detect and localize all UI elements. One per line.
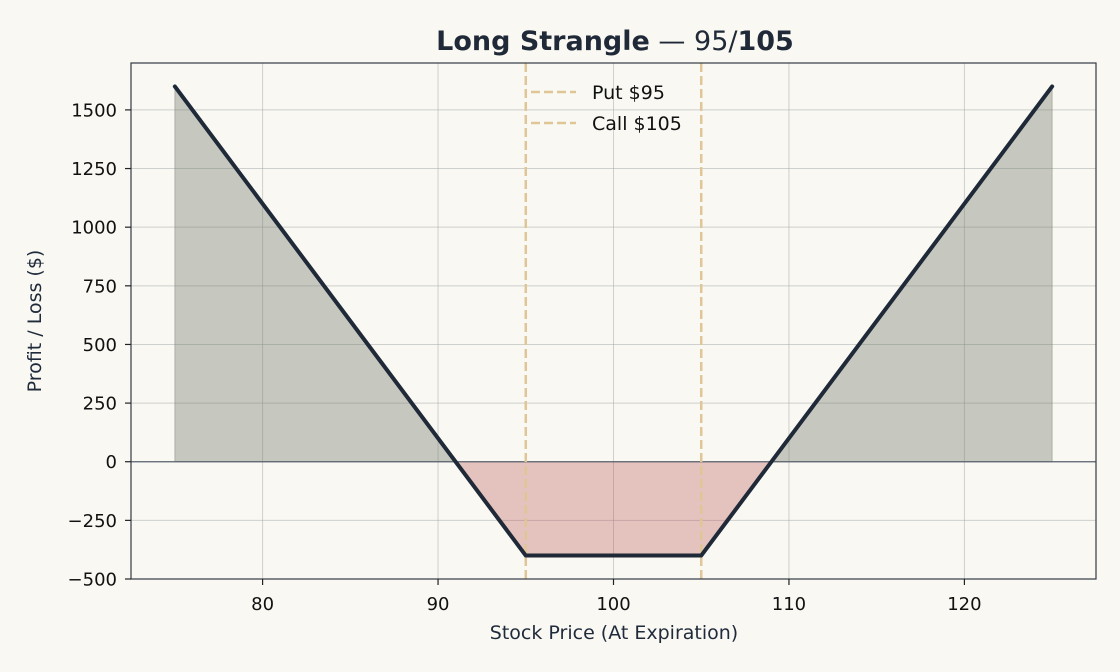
plot-background [131, 63, 1096, 579]
y-tick-label: 750 [83, 276, 117, 297]
y-tick-label: 1000 [71, 218, 117, 239]
plot-area: 80 90 100 110 120 −500 −250 0 250 500 750 1000 1250 1… [68, 62, 1097, 615]
y-tick-label: 500 [83, 335, 117, 356]
y-tick-label: 1250 [71, 159, 117, 180]
y-tick-label: 250 [83, 394, 117, 415]
x-axis-label: Stock Price (At Expiration) [490, 622, 738, 644]
legend: Put $95 Call $105 [531, 82, 682, 135]
title-main: Long Strangle [436, 26, 650, 57]
legend-label: Call $105 [592, 113, 682, 135]
x-tick-label: 80 [251, 594, 274, 615]
payoff-line [172, 84, 1055, 558]
x-tick-label: 110 [772, 594, 806, 615]
title-separator: — [650, 26, 694, 57]
y-axis-label: Profit / Loss ($) [24, 250, 46, 393]
y-tick-label: 0 [106, 452, 117, 473]
title-high-strike: 105 [737, 26, 793, 57]
x-tick-label: 120 [947, 594, 981, 615]
title-low-strike: 95 [694, 26, 728, 57]
x-tick-label: 90 [427, 594, 450, 615]
chart-title: Long Strangle — 95/105 [436, 26, 794, 57]
x-tick-label: 100 [596, 594, 630, 615]
y-tick-label: 1500 [71, 100, 117, 121]
legend-label: Put $95 [592, 82, 665, 104]
title-slash: / [728, 26, 738, 57]
y-tick-label: −500 [68, 570, 117, 591]
y-tick-label: −250 [68, 511, 117, 532]
